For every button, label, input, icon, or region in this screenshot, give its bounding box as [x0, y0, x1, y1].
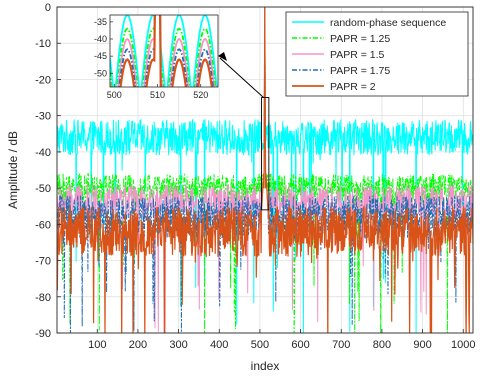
inset-y-tick-label: -35: [94, 17, 107, 27]
x-tick-label: 300: [169, 339, 187, 351]
x-tick-label: 400: [210, 339, 228, 351]
inset-y-tick-label: -50: [94, 68, 107, 78]
y-tick-label: -70: [35, 256, 51, 268]
inset-x-tick-label: 520: [193, 90, 208, 100]
y-tick-label: -30: [35, 111, 51, 123]
inset-x-tick-label: 510: [150, 90, 165, 100]
x-axis-title: index: [251, 359, 280, 373]
x-tick-label: 700: [332, 339, 350, 351]
y-tick-label: -40: [35, 147, 51, 159]
legend-label: PAPR = 1.5: [330, 49, 385, 61]
y-tick-label: -80: [35, 292, 51, 304]
legend-label: random-phase sequence: [330, 17, 446, 29]
x-tick-label: 800: [373, 339, 391, 351]
y-tick-label: -10: [35, 38, 51, 50]
y-tick-label: -50: [35, 183, 51, 195]
x-tick-label: 500: [251, 339, 269, 351]
inset-plot: 500 510 520 -35 -40 -45 -50: [94, 0, 218, 145]
x-tick-label: 600: [291, 339, 309, 351]
y-tick-label: 0: [45, 2, 51, 14]
y-axis-title: Amplitude / dB: [6, 131, 20, 209]
legend-label: PAPR = 2: [330, 81, 376, 93]
x-tick-label: 200: [129, 339, 147, 351]
inset-x-tick-label: 500: [107, 90, 122, 100]
y-tick-label: -20: [35, 74, 51, 86]
x-tick-label: 900: [413, 339, 431, 351]
inset-y-tick-label: -40: [94, 34, 107, 44]
y-tick-label: -90: [35, 328, 51, 340]
legend-label: PAPR = 1.75: [330, 65, 390, 77]
inset-y-tick-label: -45: [94, 51, 107, 61]
y-tick-label: -60: [35, 219, 51, 231]
legend-label: PAPR = 1.25: [330, 33, 390, 45]
x-tick-label: 1000: [451, 339, 475, 351]
zoom-arrow: [220, 58, 264, 98]
x-tick-label: 100: [88, 339, 106, 351]
legend: random-phase sequence PAPR = 1.25 PAPR = 1…: [286, 12, 468, 96]
